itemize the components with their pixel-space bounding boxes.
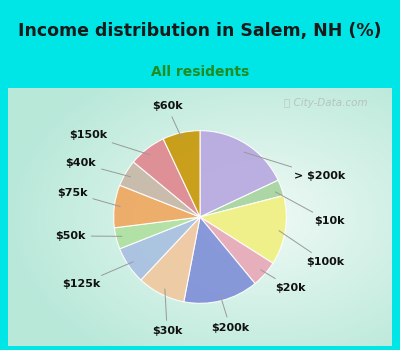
- Wedge shape: [114, 185, 200, 228]
- Wedge shape: [120, 162, 200, 217]
- Wedge shape: [200, 217, 273, 284]
- Text: $20k: $20k: [261, 270, 306, 293]
- Text: $100k: $100k: [279, 231, 344, 267]
- Text: $125k: $125k: [62, 262, 133, 289]
- Text: $60k: $60k: [152, 102, 182, 139]
- Text: $30k: $30k: [152, 289, 182, 336]
- Text: $40k: $40k: [66, 159, 130, 177]
- Wedge shape: [184, 217, 255, 303]
- Wedge shape: [200, 196, 286, 263]
- Text: > $200k: > $200k: [244, 152, 345, 181]
- Text: $50k: $50k: [55, 231, 122, 241]
- Wedge shape: [200, 131, 278, 217]
- Wedge shape: [120, 217, 200, 280]
- Wedge shape: [141, 217, 200, 302]
- Text: $10k: $10k: [276, 192, 345, 226]
- Text: $75k: $75k: [57, 188, 120, 206]
- Wedge shape: [163, 131, 200, 217]
- Text: $200k: $200k: [211, 295, 249, 332]
- Text: All residents: All residents: [151, 65, 249, 79]
- Wedge shape: [114, 217, 200, 249]
- Text: Income distribution in Salem, NH (%): Income distribution in Salem, NH (%): [18, 22, 382, 40]
- Wedge shape: [200, 180, 284, 217]
- Wedge shape: [134, 139, 200, 217]
- Text: $150k: $150k: [69, 130, 150, 155]
- Text: ⓘ City-Data.com: ⓘ City-Data.com: [284, 98, 368, 108]
